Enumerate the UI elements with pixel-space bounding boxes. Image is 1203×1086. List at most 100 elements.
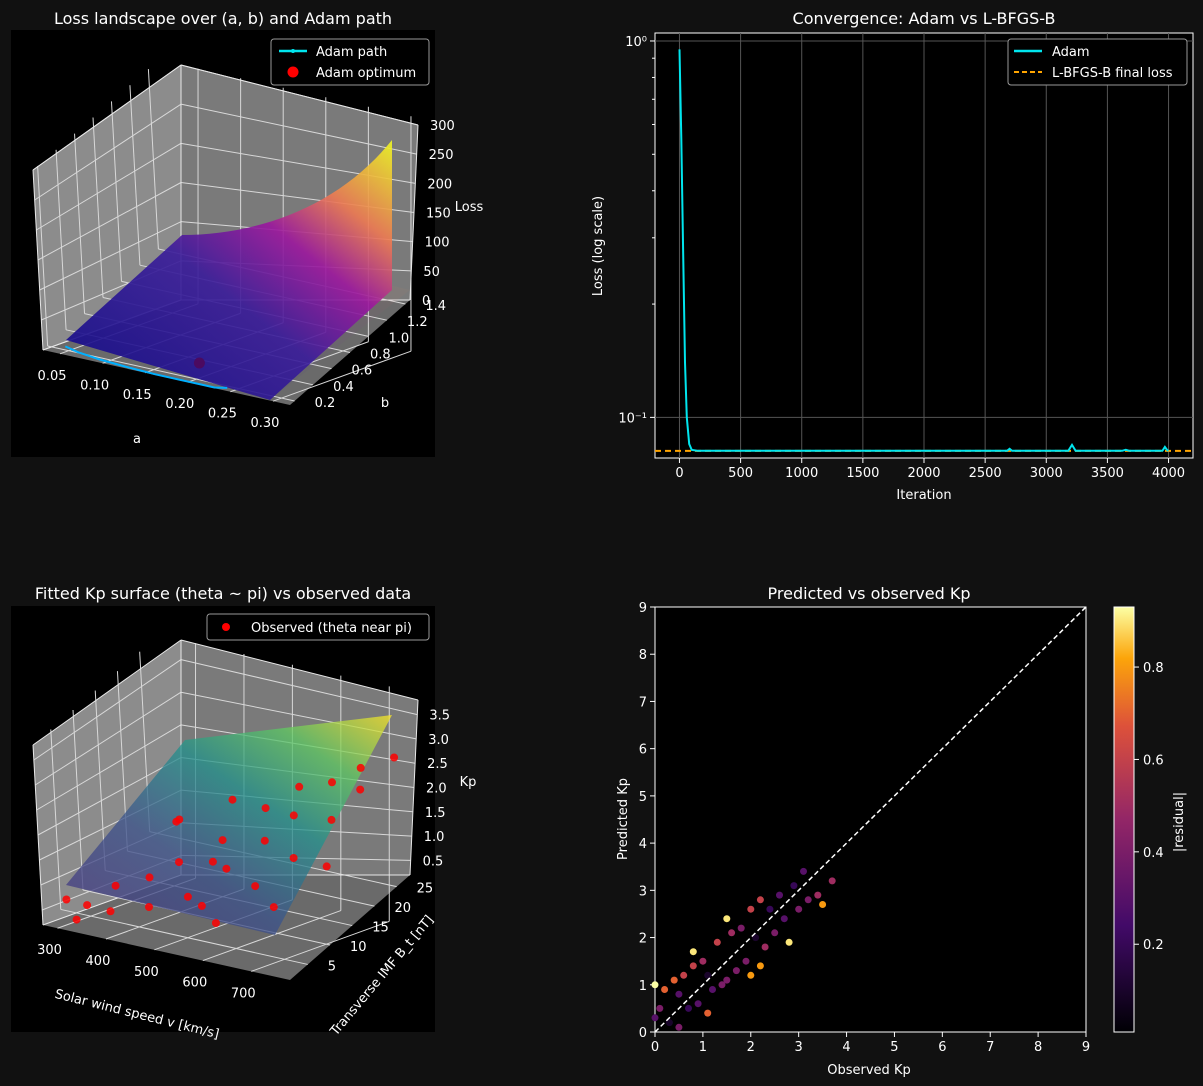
pvo-x-tick-label: 2 bbox=[747, 1040, 755, 1055]
kp-observed-point bbox=[183, 892, 192, 901]
convergence-y-tick-label: 10⁻¹ bbox=[618, 411, 647, 426]
pvo-point bbox=[651, 981, 659, 989]
loss-x-tick-label: 0.20 bbox=[165, 397, 194, 412]
pvo-x-tick-label: 3 bbox=[795, 1040, 803, 1055]
pvo-point bbox=[675, 1023, 683, 1031]
convergence-x-tick-label: 2500 bbox=[969, 466, 1002, 481]
pvo-point bbox=[661, 986, 669, 993]
loss-grid-y-left bbox=[129, 85, 141, 266]
loss-grid-x bbox=[272, 350, 412, 402]
kp-legend-box bbox=[206, 613, 430, 641]
pvo-point bbox=[689, 948, 697, 956]
loss-z-tick-label: 200 bbox=[427, 177, 452, 192]
pvo-point bbox=[800, 867, 807, 875]
kp-observed-point bbox=[145, 903, 153, 911]
pvo-x-tick-label: 7 bbox=[986, 1040, 994, 1055]
loss-grid-z-back bbox=[180, 103, 417, 155]
adam-loss-line bbox=[678, 49, 1169, 452]
loss-axis-ticks: 0.050.100.150.200.250.300.20.40.60.81.01… bbox=[38, 119, 455, 431]
loss-box-edge bbox=[32, 169, 44, 351]
kp-y-tick-label: 20 bbox=[394, 901, 411, 916]
loss-legend-adam-optimum: Adam optimum bbox=[316, 66, 416, 81]
convergence-x-tick-label: 500 bbox=[728, 466, 753, 481]
loss-legend-box bbox=[270, 38, 430, 86]
pvo-point bbox=[713, 938, 721, 946]
kp-y-tick-label: 25 bbox=[417, 882, 434, 897]
kp-z-tick-label: 3.5 bbox=[429, 709, 450, 724]
kp-legend-observed: Observed (theta near pi) bbox=[251, 621, 412, 636]
convergence-y-axis-label: Loss (log scale) bbox=[591, 196, 606, 296]
kp-grid-y bbox=[60, 908, 308, 965]
convergence-x-tick-label: 2000 bbox=[907, 466, 940, 481]
pvo-point bbox=[737, 924, 745, 932]
kp-surface-chart: Fitted Kp surface (theta ~ pi) vs observ… bbox=[11, 584, 476, 1042]
kp-z-tick-label: 0.5 bbox=[423, 854, 444, 869]
kp-grid-z-left bbox=[34, 691, 182, 786]
residual-colorbar bbox=[1113, 606, 1135, 1033]
kp-y-tick-label: 10 bbox=[350, 940, 367, 955]
loss-z-tick-label: 300 bbox=[430, 119, 455, 134]
kp-observed-point bbox=[251, 882, 260, 891]
convergence-legend-box bbox=[1007, 38, 1188, 86]
identity-reference-line bbox=[654, 606, 1087, 1033]
loss-z-tick-label: 250 bbox=[429, 148, 454, 163]
pvo-y-tick-label: 4 bbox=[639, 837, 647, 852]
pvo-point bbox=[689, 962, 697, 970]
colorbar-tick-label: 0.2 bbox=[1143, 938, 1164, 953]
kp-observed-point bbox=[218, 836, 227, 845]
pvo-point bbox=[704, 971, 712, 979]
kp-grid-z-left bbox=[36, 724, 182, 811]
loss-box-edge bbox=[32, 64, 182, 171]
pred-vs-obs-x-axis-label: Observed Kp bbox=[827, 1063, 910, 1078]
kp-y-tick-label: 15 bbox=[372, 921, 389, 936]
loss-x-tick-label: 0.15 bbox=[123, 388, 152, 403]
kp-observed-points bbox=[62, 753, 399, 927]
pvo-y-tick-label: 1 bbox=[639, 979, 647, 994]
kp-grid-z-back bbox=[180, 659, 418, 716]
colorbar-tick-label: 0.6 bbox=[1143, 753, 1164, 768]
pvo-point bbox=[723, 915, 731, 923]
pvo-y-tick-label: 9 bbox=[639, 601, 647, 616]
kp-legend-observed-swatch bbox=[222, 623, 230, 631]
residual-colorbar-label: |residual| bbox=[1172, 792, 1187, 852]
pvo-point bbox=[694, 1000, 702, 1008]
pvo-y-tick-label: 2 bbox=[639, 932, 647, 947]
kp-box-edge bbox=[180, 639, 419, 701]
colorbar-tick-label: 0.4 bbox=[1143, 846, 1164, 861]
kp-grid-x bbox=[251, 920, 390, 972]
kp-z-axis-label: Kp bbox=[460, 775, 477, 790]
kp-observed-point bbox=[111, 881, 120, 890]
loss-legend-adam-path-dot bbox=[291, 49, 295, 53]
kp-observed-point bbox=[269, 903, 278, 912]
loss-z-axis-label: Loss bbox=[455, 200, 484, 215]
kp-x-tick-label: 600 bbox=[182, 976, 207, 991]
pvo-y-tick-label: 5 bbox=[639, 790, 647, 805]
pvo-point bbox=[790, 882, 798, 890]
pvo-x-tick-label: 1 bbox=[699, 1040, 707, 1055]
pvo-y-tick-label: 3 bbox=[639, 884, 647, 899]
kp-x-tick-label: 500 bbox=[134, 965, 159, 980]
loss-y-axis-label: b bbox=[381, 396, 389, 411]
kp-observed-point bbox=[83, 901, 92, 910]
kp-observed-point bbox=[106, 907, 115, 916]
loss-y-tick-label: 1.2 bbox=[407, 315, 428, 330]
kp-observed-point bbox=[208, 857, 217, 866]
kp-z-tick-label: 2.5 bbox=[427, 757, 448, 772]
pvo-point bbox=[723, 976, 731, 984]
kp-observed-point bbox=[289, 854, 298, 862]
pvo-x-tick-label: 8 bbox=[1034, 1040, 1042, 1055]
loss-legend: Adam path Adam optimum bbox=[270, 38, 430, 86]
pvo-point bbox=[780, 915, 788, 923]
pvo-point bbox=[785, 938, 793, 946]
loss-landscape-chart: Loss landscape over (a, b) and Adam path… bbox=[11, 9, 483, 457]
pred-vs-obs-marks: 0 1 2 3 4 5 6 7 8 9 0 1 2 3 4 5 6 7 8 9 bbox=[639, 601, 1090, 1055]
convergence-legend-lbfgsb: L-BFGS-B final loss bbox=[1052, 66, 1173, 81]
loss-z-tick-label: 150 bbox=[426, 207, 451, 222]
pvo-point bbox=[819, 901, 827, 908]
loss-x-tick-label: 0.10 bbox=[80, 378, 109, 393]
kp-x-tick-label: 700 bbox=[231, 986, 256, 1001]
kp-z-tick-label: 1.5 bbox=[425, 806, 446, 821]
kp-observed-point bbox=[228, 795, 237, 804]
loss-x-axis-label: a bbox=[133, 432, 141, 447]
kp-observed-point bbox=[356, 763, 365, 772]
